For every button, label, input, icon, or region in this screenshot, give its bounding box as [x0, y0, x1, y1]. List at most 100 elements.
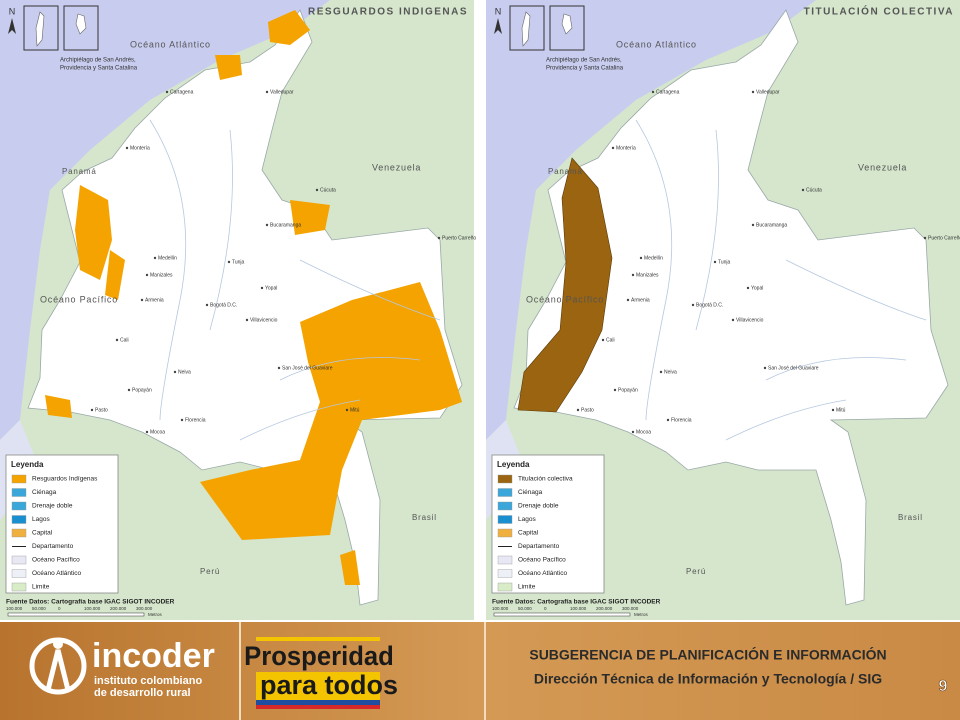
- scale-label: 0: [58, 606, 61, 611]
- city-label: Villavicencio: [250, 317, 278, 323]
- resguardo-area: [200, 282, 462, 540]
- legend-item: Océano Atlántico: [518, 570, 568, 577]
- city-label: Medellín: [158, 255, 177, 261]
- city-dot: [145, 273, 149, 277]
- legend-symbol: [497, 474, 513, 484]
- resguardo-area: [215, 55, 242, 80]
- inset-box: [509, 5, 545, 51]
- city-dot: [576, 408, 580, 412]
- inset-caption: Providencia y Santa Catalina: [60, 66, 138, 72]
- city-label: Popayán: [618, 387, 638, 393]
- inset-island: [75, 13, 87, 35]
- legend-title: Leyenda: [497, 460, 530, 469]
- legend-symbol: [11, 582, 27, 592]
- scale-label: 300.000: [136, 606, 153, 611]
- city-label: Pasto: [581, 407, 594, 413]
- legend-symbol: [11, 528, 27, 538]
- city-dot: [923, 236, 927, 240]
- footer-line1: SUBGERENCIA DE PLANIFICACIÓN E INFORMACI…: [529, 646, 886, 663]
- city-label: San José del Guaviare: [282, 365, 333, 371]
- city-dot: [751, 90, 755, 94]
- legend-symbol: [11, 501, 27, 511]
- legend-symbol: [497, 569, 513, 578]
- country: [513, 9, 949, 606]
- city-dot: [631, 430, 635, 434]
- city-dot: [153, 256, 157, 260]
- city-dot: [666, 418, 670, 422]
- legend-item: Drenaje doble: [32, 503, 73, 510]
- legend-symbol: [497, 501, 513, 511]
- legend-item: Ciénaga: [518, 489, 543, 496]
- region-label: Océano Atlántico: [130, 39, 211, 49]
- river: [239, 399, 361, 441]
- legend-item: Departamento: [32, 543, 74, 550]
- city-label: Mitú: [350, 407, 360, 413]
- north-arrow: [8, 18, 16, 34]
- river: [695, 129, 719, 331]
- legend-symbol: [11, 515, 27, 524]
- north-label: N: [495, 6, 502, 16]
- source: Fuente Datos: Cartografía base IGAC SIGO…: [492, 599, 661, 606]
- scale-label: 100.000: [6, 606, 23, 611]
- city-dot: [731, 318, 735, 322]
- city-label: Florencia: [185, 417, 206, 423]
- slogan: Prosperidad: [244, 641, 394, 672]
- resguardo-area: [340, 550, 360, 585]
- city-label: Cúcuta: [320, 187, 336, 193]
- city-label: Cali: [120, 337, 129, 343]
- region-label: Océano Atlántico: [616, 39, 697, 49]
- logo-sub: instituto colombiano: [94, 675, 202, 687]
- city-label: Montería: [130, 145, 150, 151]
- city-dot: [245, 318, 249, 322]
- logo-icon: [45, 649, 71, 691]
- city-label: Tunja: [718, 259, 731, 265]
- city-label: San José del Guaviare: [768, 365, 819, 371]
- city-dot: [115, 338, 119, 342]
- region-label: Venezuela: [372, 162, 421, 172]
- city-label: Neiva: [178, 369, 191, 375]
- city-dot: [613, 388, 617, 392]
- city-label: Yopal: [265, 285, 277, 291]
- city-dot: [260, 286, 264, 290]
- city-dot: [601, 338, 605, 342]
- scale-label: 0: [544, 606, 547, 611]
- city-dot: [746, 286, 750, 290]
- resguardo-area: [290, 200, 330, 235]
- city-label: Valledupar: [756, 89, 780, 95]
- legend-symbol: [11, 474, 27, 484]
- inset-caption: Archipiélago de San Andrés,: [546, 58, 622, 64]
- city-dot: [639, 256, 643, 260]
- legend-item: Resguardos Indígenas: [32, 476, 98, 483]
- city-dot: [265, 90, 269, 94]
- city-dot: [751, 223, 755, 227]
- city-label: Cartagena: [170, 89, 194, 95]
- map-title: TITULACIÓN COLECTIVA: [804, 5, 954, 18]
- sea: [486, 0, 816, 440]
- scale-label: 50.000: [32, 606, 46, 611]
- region-label: Venezuela: [858, 162, 907, 172]
- city-dot: [125, 146, 129, 150]
- city-label: Cúcuta: [806, 187, 822, 193]
- footer: incoder instituto colombiano de desarrol…: [0, 622, 960, 720]
- resguardo-area: [45, 395, 72, 418]
- legend-symbol: [11, 555, 27, 565]
- city-label: Puerto Carreño: [442, 235, 476, 241]
- source: Fuente Datos: Cartografía base IGAC SIGO…: [6, 599, 175, 606]
- scale-label: 100.000: [84, 606, 101, 611]
- inset-caption: Providencia y Santa Catalina: [546, 66, 624, 72]
- region-label: Panamá: [62, 167, 97, 176]
- city-label: Popayán: [132, 387, 152, 393]
- city-dot: [127, 388, 131, 392]
- legend-item: Océano Atlántico: [32, 570, 82, 577]
- scale-bar: [493, 612, 631, 617]
- city-label: Mitú: [836, 407, 846, 413]
- city-dot: [659, 370, 663, 374]
- resguardo-area: [105, 250, 125, 300]
- inset-island: [521, 11, 531, 47]
- city-dot: [140, 298, 144, 302]
- region-label: Océano Pacífico: [40, 294, 118, 304]
- city-dot: [180, 418, 184, 422]
- legend-symbol: [11, 488, 27, 497]
- region-label: Brasil: [412, 513, 437, 522]
- region-label: Océano Pacífico: [526, 294, 604, 304]
